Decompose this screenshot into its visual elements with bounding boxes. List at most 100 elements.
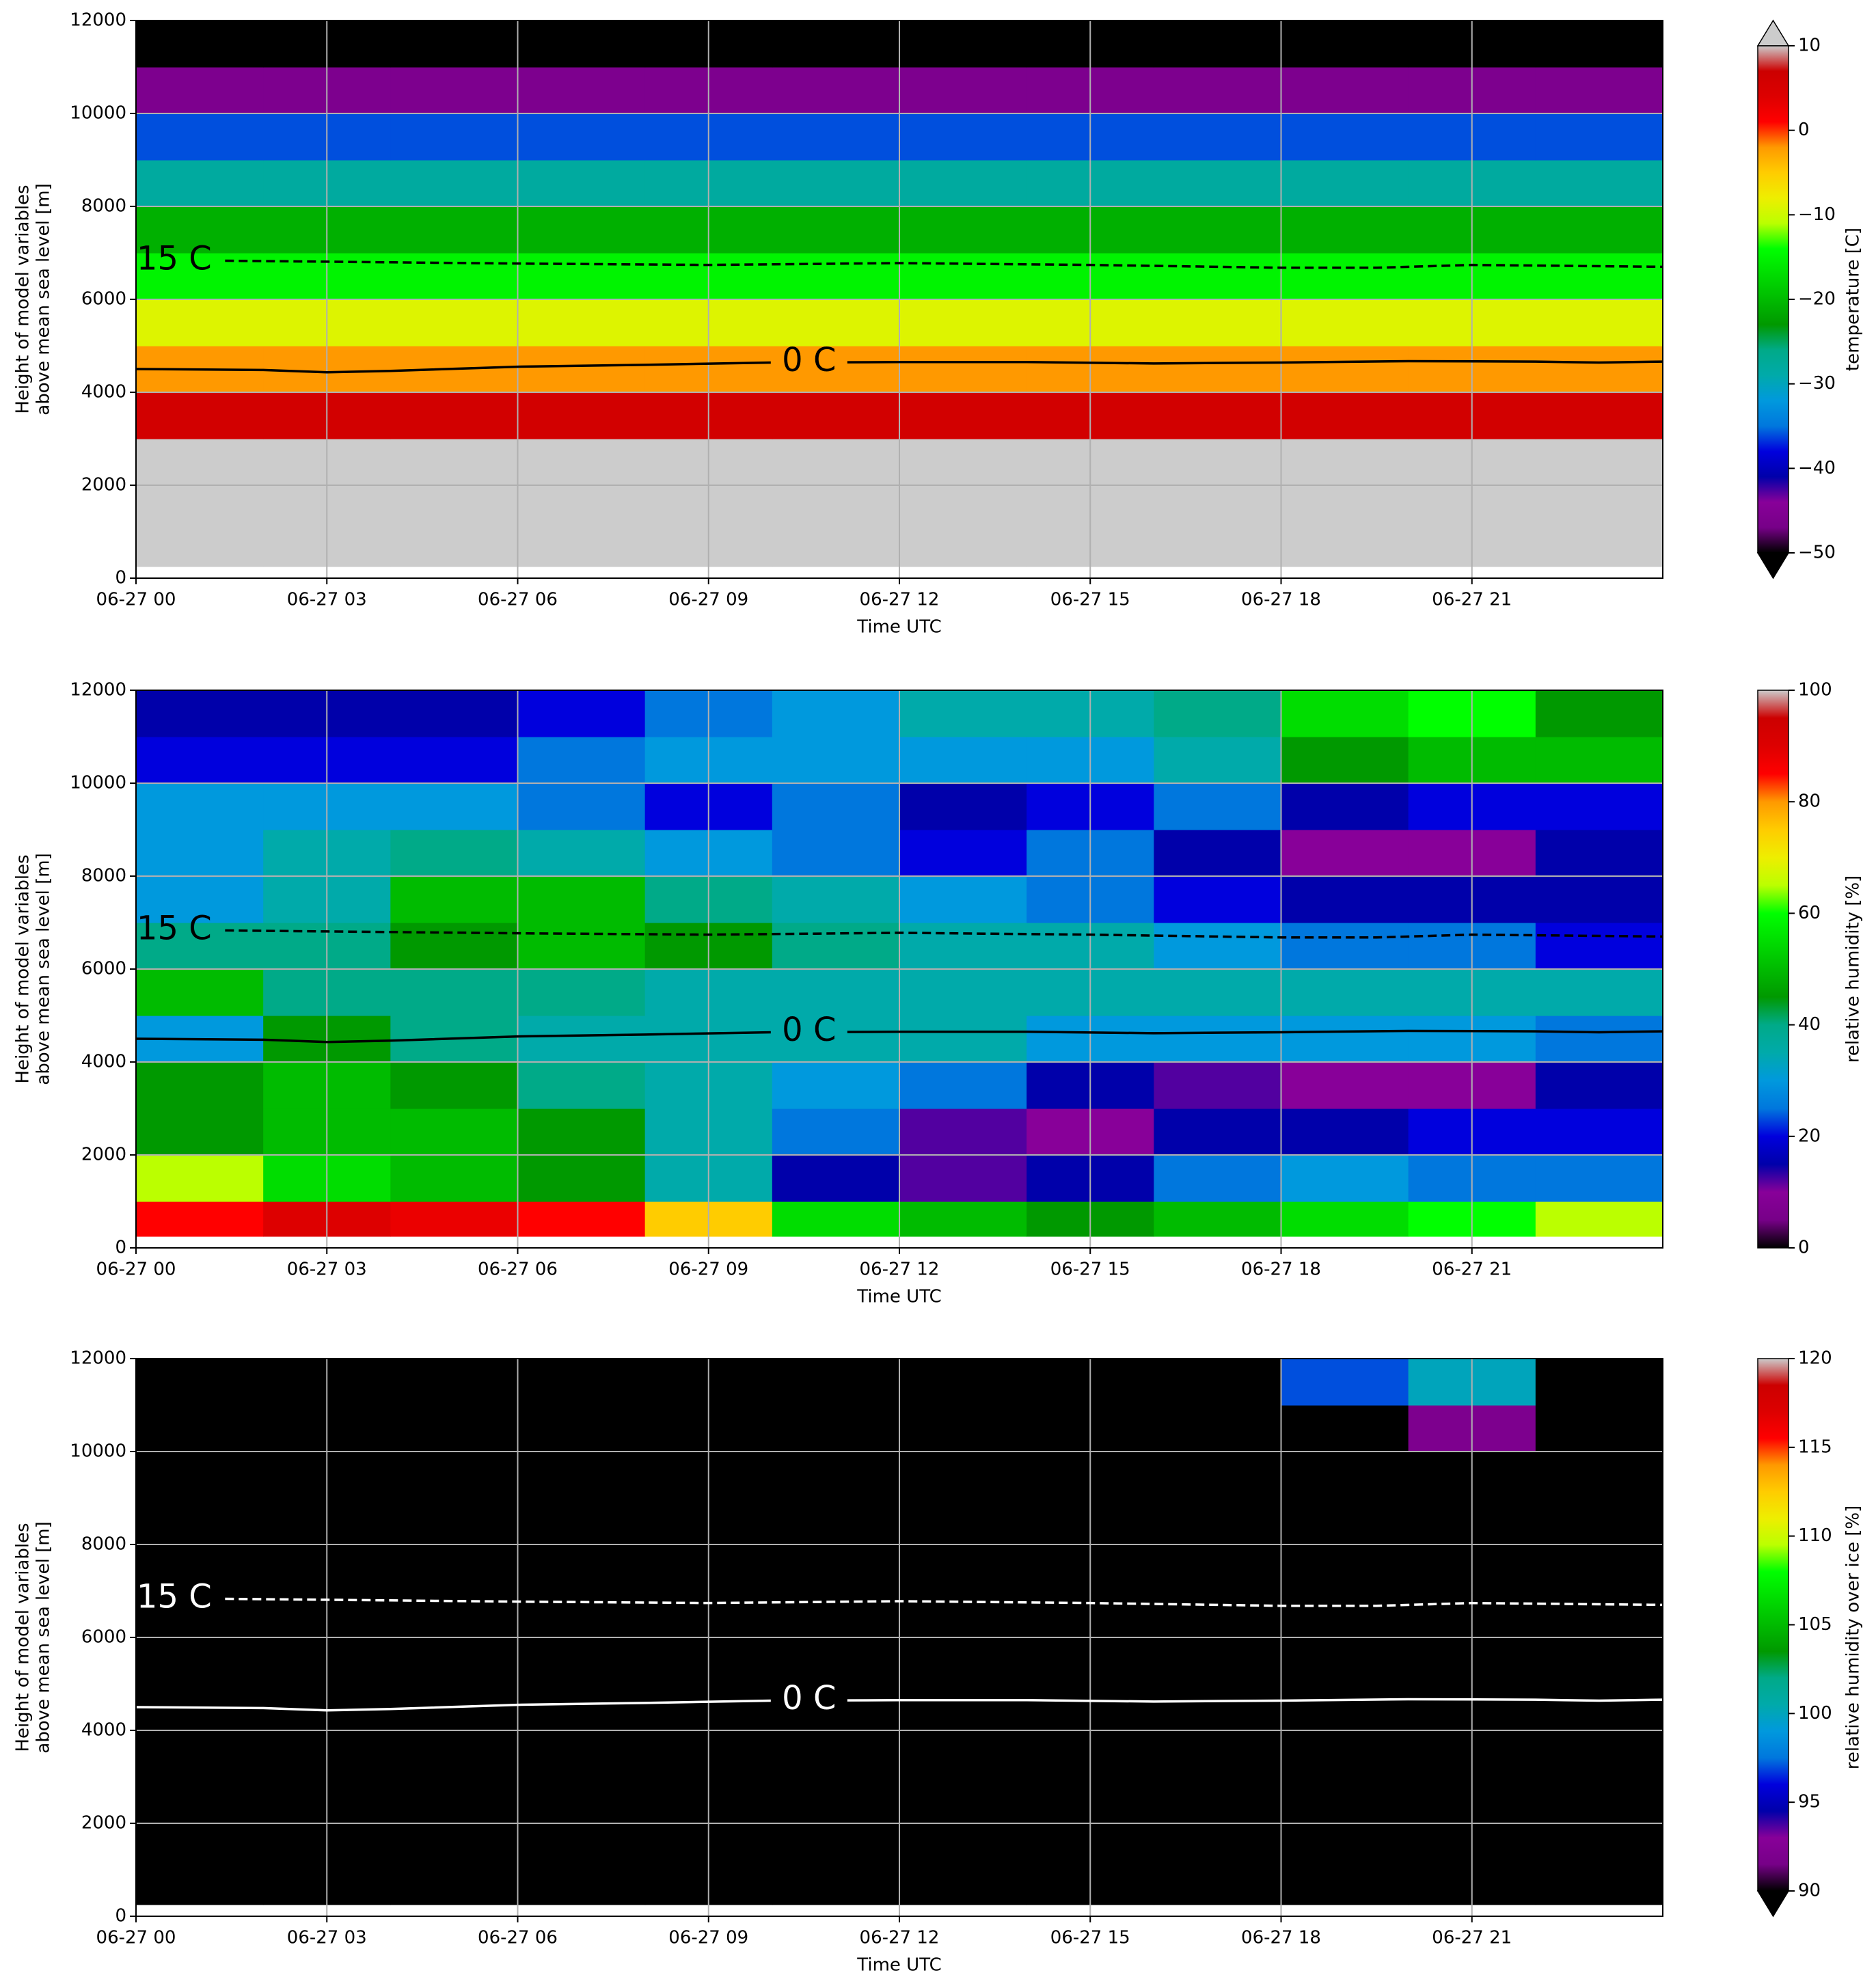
y-tick-label: 12000	[70, 680, 126, 700]
heatmap-cell	[1154, 485, 1282, 532]
heatmap-cell	[1281, 783, 1409, 830]
heatmap-cell	[1535, 969, 1663, 1016]
heatmap-cell	[390, 1777, 519, 1824]
heatmap-cell	[772, 923, 900, 970]
heatmap-cell	[390, 67, 519, 114]
heatmap-cell	[772, 1498, 900, 1545]
heatmap-cell	[772, 969, 900, 1016]
heatmap-cell	[390, 392, 519, 439]
y-tick-label: 0	[115, 1906, 126, 1926]
heatmap-cell	[1281, 1359, 1409, 1406]
y-tick-label: 4000	[81, 1052, 126, 1072]
heatmap-cell	[899, 969, 1027, 1016]
heatmap-cell	[517, 690, 646, 737]
heatmap-cell	[1154, 439, 1282, 486]
heatmap-cell	[772, 1544, 900, 1592]
heatmap-cell	[136, 1108, 264, 1156]
heatmap-cell	[1535, 876, 1663, 923]
heatmap-cell	[772, 1359, 900, 1406]
x-tick-label: 06-27 00	[96, 1928, 176, 1948]
heatmap-cell	[772, 113, 900, 161]
heatmap-cell	[390, 1155, 519, 1202]
heatmap-cell	[136, 299, 264, 346]
heatmap-cell	[899, 1201, 1027, 1237]
heatmap-cell	[1281, 830, 1409, 877]
heatmap-cell	[772, 1108, 900, 1156]
heatmap-cell	[1281, 1108, 1409, 1156]
x-axis-label: Time UTC	[856, 1287, 941, 1307]
heatmap-cell	[772, 346, 900, 393]
heatmap-cell	[1154, 876, 1282, 923]
heatmap-cell	[517, 299, 646, 346]
heatmap-cell	[899, 485, 1027, 532]
heatmap-cell	[772, 1452, 900, 1499]
heatmap-cell	[517, 485, 646, 532]
heatmap-cell	[1154, 969, 1282, 1016]
heatmap-cell	[517, 1062, 646, 1109]
heatmap-cell	[1535, 737, 1663, 784]
heatmap-cell	[517, 67, 646, 114]
heatmap-cell	[1281, 1452, 1409, 1499]
y-tick-label: 12000	[70, 1348, 126, 1369]
x-tick-label: 06-27 03	[287, 1259, 367, 1280]
heatmap-cell	[1535, 1637, 1663, 1685]
colorbar	[1758, 1359, 1789, 1891]
x-tick-label: 06-27 09	[668, 1259, 748, 1280]
heatmap-cell	[517, 1870, 646, 1905]
heatmap-cell	[136, 1823, 264, 1870]
heatmap-cell	[390, 1062, 519, 1109]
heatmap-cell	[1281, 1062, 1409, 1109]
heatmap-cell	[1535, 1359, 1663, 1406]
heatmap-cell	[517, 392, 646, 439]
heatmap-cell	[1154, 1062, 1282, 1109]
heatmap-cell	[899, 1637, 1027, 1685]
heatmap-cell	[772, 1405, 900, 1452]
colorbar-extend-min	[1756, 1890, 1790, 1918]
heatmap-cell	[136, 1155, 264, 1202]
y-tick-label: 10000	[70, 103, 126, 124]
heatmap-cell	[899, 1684, 1027, 1731]
heatmap-cell	[136, 113, 264, 161]
heatmap-cell	[1281, 969, 1409, 1016]
heatmap-cell	[390, 1591, 519, 1638]
heatmap-cell	[390, 206, 519, 254]
heatmap-cell	[772, 1201, 900, 1237]
heatmap-cell	[1154, 299, 1282, 346]
heatmap-cell	[899, 1108, 1027, 1156]
heatmap-cell	[136, 1452, 264, 1499]
contour-label: 0 C	[782, 341, 836, 379]
x-axis-label: Time UTC	[856, 1955, 941, 1976]
heatmap-cell	[772, 532, 900, 567]
heatmap-cell	[390, 830, 519, 877]
y-axis-label: Height of model variables	[13, 185, 33, 413]
heatmap-cell	[1281, 1637, 1409, 1685]
x-tick-label: 06-27 00	[96, 1259, 176, 1280]
heatmap-cell	[1281, 1823, 1409, 1870]
y-tick-label: 2000	[81, 475, 126, 495]
heatmap-cell	[1535, 830, 1663, 877]
heatmap-cell	[1154, 830, 1282, 877]
x-tick-label: 06-27 15	[1050, 590, 1130, 610]
colorbar-tick-label: 100	[1798, 1703, 1832, 1724]
y-axis-label: Height of model variables	[13, 854, 33, 1083]
contour-line	[136, 359, 1663, 374]
heatmap-cell	[390, 485, 519, 532]
heatmap-cell	[1535, 439, 1663, 486]
x-tick-label: 06-27 09	[668, 590, 748, 610]
heatmap-cell	[390, 737, 519, 784]
y-tick-label: 4000	[81, 1720, 126, 1741]
heatmap-cell	[517, 1498, 646, 1545]
heatmap-cell	[390, 113, 519, 161]
y-tick-label: 6000	[81, 959, 126, 979]
heatmap-cell	[1535, 113, 1663, 161]
heatmap-cell	[517, 1359, 646, 1406]
heatmap-cell	[772, 299, 900, 346]
heatmap-cell	[899, 1405, 1027, 1452]
x-tick-label: 06-27 12	[860, 1928, 940, 1948]
heatmap-cell	[1535, 1777, 1663, 1824]
heatmap-cell	[1154, 160, 1282, 207]
contour-label: 15 C	[137, 910, 212, 948]
colorbar-tick-label: 60	[1798, 903, 1821, 923]
heatmap-cell	[1281, 439, 1409, 486]
